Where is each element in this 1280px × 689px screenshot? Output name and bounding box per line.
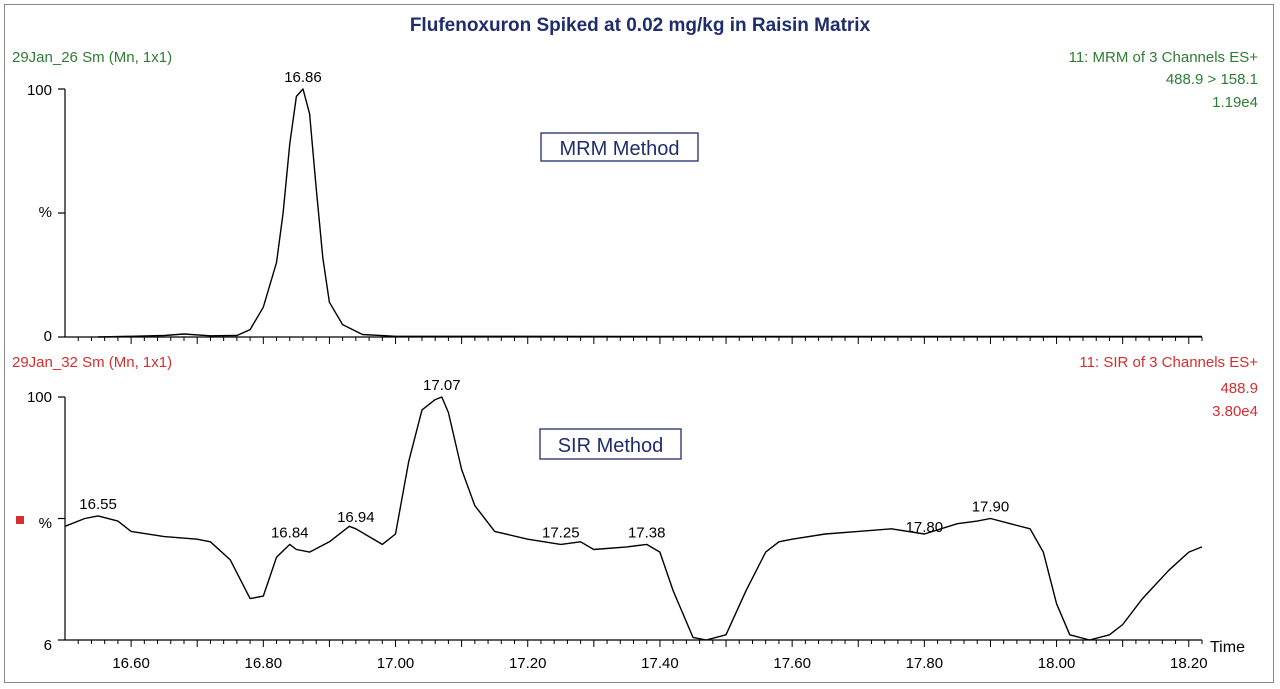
sir-method-box — [539, 428, 682, 460]
x-tick-label: 18.00 — [1038, 655, 1076, 672]
sir-header-intensity: 3.80e4 — [1212, 403, 1258, 420]
x-tick-label: 17.60 — [773, 655, 811, 672]
mrm-header-channel: 11: MRM of 3 Channels ES+ — [1069, 49, 1259, 66]
x-tick-label: 17.00 — [377, 655, 415, 672]
x-tick-label: 17.20 — [509, 655, 547, 672]
peak-label: 17.90 — [972, 499, 1010, 516]
peak-label: 17.80 — [906, 519, 944, 536]
peak-label: 16.94 — [337, 509, 375, 526]
peak-label: 16.84 — [271, 524, 309, 541]
peak-label: 17.25 — [542, 524, 580, 541]
peak-label: 17.38 — [628, 524, 666, 541]
mrm-ytick-top: 100 — [27, 82, 52, 99]
x-tick-label: 17.40 — [641, 655, 679, 672]
mrm-header-intensity: 1.19e4 — [1212, 94, 1258, 111]
peak-label: 17.07 — [423, 377, 461, 394]
x-axis-label: Time — [1210, 639, 1245, 656]
sir-ylabel: % — [39, 515, 52, 532]
mrm-trace — [98, 88, 1202, 338]
mrm-ytick-bottom: 0 — [44, 328, 52, 345]
sir-marker-square — [16, 516, 24, 524]
mrm-ylabel: % — [39, 204, 52, 221]
x-tick-label: 18.20 — [1170, 655, 1208, 672]
x-tick-label: 16.60 — [112, 655, 150, 672]
mrm-header-left: 29Jan_26 Sm (Mn, 1x1) — [12, 49, 172, 66]
sir-method-label: SIR Method — [558, 435, 664, 457]
sir-ytick-top: 100 — [27, 389, 52, 406]
mrm-method-box — [540, 132, 699, 162]
sir-header-left: 29Jan_32 Sm (Mn, 1x1) — [12, 354, 172, 371]
mrm-header-transition: 488.9 > 158.1 — [1166, 71, 1258, 88]
sir-marks: 16.55 16.84 16.94 17.07 17.25 17.38 17.80 17.90 — [64, 377, 1203, 641]
sir-header-channel: 11: SIR of 3 Channels ES+ — [1079, 354, 1258, 371]
sir-ytick-bottom: 6 — [44, 637, 52, 654]
sir-axes: 16.60 16.80 17.00 17.20 17.40 17.60 17.80 18.00… — [58, 396, 1208, 672]
x-tick-label: 16.80 — [245, 655, 283, 672]
mrm-axes — [58, 88, 1203, 344]
sir-panel: 29Jan_32 Sm (Mn, 1x1) 11: SIR of 3 Chann… — [12, 354, 1258, 672]
peak-label: 16.86 — [284, 69, 322, 86]
peak-label: 16.55 — [79, 496, 117, 513]
mrm-panel: 29Jan_26 Sm (Mn, 1x1) 11: MRM of 3 Chann… — [12, 49, 1258, 345]
mrm-method-label: MRM Method — [559, 138, 679, 160]
chromatogram-frame — [4, 4, 1274, 683]
x-tick-label: 17.80 — [906, 655, 944, 672]
sir-header-mass: 488.9 — [1220, 380, 1258, 397]
sir-trace — [64, 396, 1203, 641]
chart-title: Flufenoxuron Spiked at 0.02 mg/kg in Rai… — [410, 15, 871, 36]
mrm-marks: 16.86 — [98, 69, 1202, 338]
